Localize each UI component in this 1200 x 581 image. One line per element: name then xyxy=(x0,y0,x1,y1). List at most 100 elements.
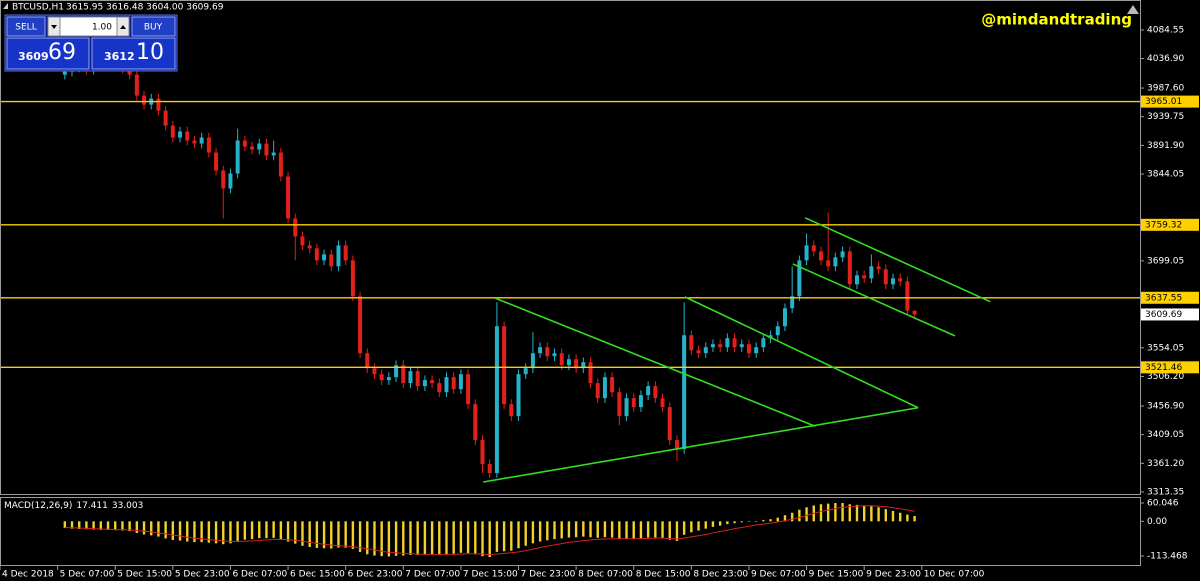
candle-body xyxy=(206,137,211,153)
candle-body xyxy=(516,374,521,417)
x-tick-label: 4 Dec 2018 xyxy=(2,570,54,580)
candle-body xyxy=(898,278,903,282)
macd-signal-value: 33.003 xyxy=(112,501,144,511)
candle-body xyxy=(869,266,874,279)
candle-body xyxy=(703,347,708,354)
candle-body xyxy=(818,251,823,261)
candle-body xyxy=(912,310,917,315)
y-tick-label: 3699.05 xyxy=(1147,256,1184,266)
macd-bar xyxy=(106,521,110,530)
y-tick-label: 4084.55 xyxy=(1147,25,1184,35)
x-tick-label: 8 Dec 23:00 xyxy=(693,570,748,580)
candle-body xyxy=(804,245,809,261)
candle-body xyxy=(876,266,881,270)
macd-bar xyxy=(474,521,477,555)
candle-body xyxy=(797,260,802,297)
level-tag xyxy=(1141,218,1199,231)
macd-bar xyxy=(862,505,866,522)
macd-bar xyxy=(430,521,434,555)
level-label: 3759.32 xyxy=(1145,220,1182,230)
ask-prefix: 3612 xyxy=(104,50,135,63)
macd-y-tick-label: -113.468 xyxy=(1147,552,1188,562)
candle-body xyxy=(545,347,550,357)
y-tick-label: 3313.35 xyxy=(1147,487,1184,497)
bid-tile[interactable] xyxy=(6,37,90,70)
candle-body xyxy=(156,98,161,111)
macd-bar xyxy=(603,521,607,538)
macd-bar xyxy=(222,521,225,545)
sell-button[interactable] xyxy=(6,16,46,37)
candle-body xyxy=(250,146,255,150)
candle-body xyxy=(595,383,600,399)
macd-bar xyxy=(711,521,715,527)
macd-bar xyxy=(459,521,463,553)
macd-bar xyxy=(70,521,74,529)
macd-bar xyxy=(358,521,362,552)
candle-body xyxy=(178,131,183,138)
y-tick-label: 3987.60 xyxy=(1147,84,1184,94)
candle-body xyxy=(552,353,557,357)
ohlc: 3615.95 3616.48 3604.00 3609.69 xyxy=(66,3,224,13)
macd-signal xyxy=(64,505,915,556)
level-label: 3637.55 xyxy=(1145,293,1182,303)
macd-bar xyxy=(186,521,189,542)
macd-bar xyxy=(740,521,743,523)
macd-bar xyxy=(567,521,571,538)
frame xyxy=(0,0,1141,566)
scroll-icon[interactable] xyxy=(1127,5,1139,14)
macd-bar xyxy=(121,521,124,531)
candle-body xyxy=(185,131,190,141)
candle-body xyxy=(458,374,463,390)
candle-body xyxy=(235,140,240,174)
macd-bar xyxy=(877,507,880,522)
ask-tile[interactable] xyxy=(91,37,176,70)
macd-bar xyxy=(582,521,585,537)
macd-bar xyxy=(193,521,196,543)
candle-body xyxy=(257,143,262,150)
candle-body xyxy=(127,68,132,75)
macd-bar xyxy=(574,521,578,538)
candle-body xyxy=(358,296,363,354)
symbol: BTCUSD,H1 xyxy=(12,3,64,13)
candle-body xyxy=(581,362,586,369)
candle-body xyxy=(192,140,197,144)
macd-bar xyxy=(502,521,506,552)
macd-bar xyxy=(834,503,837,522)
macd-bar xyxy=(675,521,679,541)
y-tick-label: 3409.05 xyxy=(1147,430,1184,440)
candle-body xyxy=(739,344,744,348)
candle-body xyxy=(444,377,449,393)
trendline xyxy=(483,406,919,483)
macd-bar xyxy=(150,521,153,536)
candle-body xyxy=(862,275,867,279)
overlay: BTCUSD,H1 3615.95 3616.48 3604.00 3609.6… xyxy=(3,3,1132,72)
candle-body xyxy=(379,374,384,381)
macd-bar xyxy=(891,510,895,522)
x-tick-label: 6 Dec 23:00 xyxy=(348,570,403,580)
x-tick-label: 9 Dec 15:00 xyxy=(809,570,864,580)
candle-body xyxy=(300,236,305,246)
macd-bar xyxy=(726,521,729,525)
macd-bar xyxy=(906,514,909,522)
candle-body xyxy=(142,95,147,105)
candle-body xyxy=(624,398,629,417)
macd-y-tick-label: 60.046 xyxy=(1147,498,1179,508)
y-tick-label: 3939.75 xyxy=(1147,112,1184,122)
buy-button[interactable] xyxy=(131,16,176,37)
x-tick-label: 6 Dec 07:00 xyxy=(232,570,287,580)
macd-bar xyxy=(589,521,592,538)
candle-body xyxy=(682,335,687,450)
macd-bar xyxy=(733,521,736,524)
macd-bar xyxy=(351,521,355,549)
macd-bar xyxy=(646,521,650,538)
candle-body xyxy=(667,407,672,441)
macd-bar xyxy=(387,521,391,557)
macd-bar xyxy=(229,521,232,544)
y-tick-label: 3844.05 xyxy=(1147,170,1184,180)
buy-label: BUY xyxy=(144,23,163,33)
macd-bar xyxy=(488,521,491,558)
candle-body xyxy=(394,365,399,378)
macd-bar xyxy=(258,521,261,539)
macd-bar xyxy=(416,521,419,555)
